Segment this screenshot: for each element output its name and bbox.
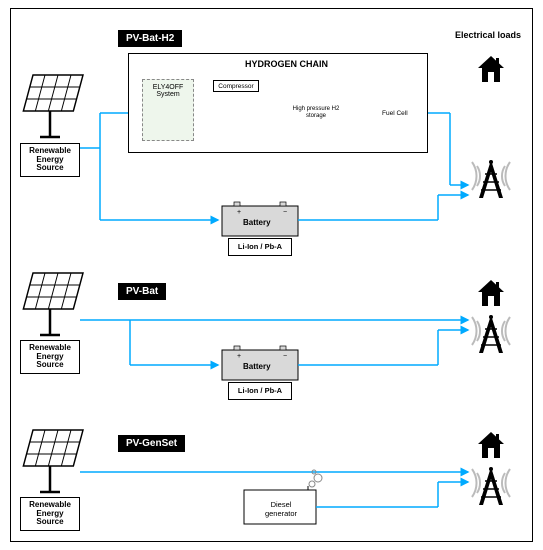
electrical-loads-title: Electrical loads [455, 30, 521, 40]
fuelcell-label: Fuel Cell [382, 110, 408, 117]
title-pv-genset: PV-GenSet [118, 435, 185, 452]
diesel-label: Diesel generator [258, 500, 304, 518]
ely-label: ELY4OFF System [153, 84, 184, 98]
renewable-label-2: Renewable Energy Source [29, 344, 71, 370]
battery-label-1: Battery [243, 218, 271, 227]
renewable-label-1: Renewable Energy Source [29, 147, 71, 173]
title-pv-bat: PV-Bat [118, 283, 166, 300]
renewable-box-1: Renewable Energy Source [20, 143, 80, 177]
battery-label-2: Battery [243, 362, 271, 371]
diagram-canvas: + − [0, 0, 543, 550]
title-pv-bat-h2: PV-Bat-H2 [118, 30, 182, 47]
renewable-label-3: Renewable Energy Source [29, 501, 71, 527]
compressor-label: Compressor [213, 80, 259, 92]
hydrogen-chain-title: HYDROGEN CHAIN [245, 59, 328, 69]
renewable-box-3: Renewable Energy Source [20, 497, 80, 531]
renewable-box-2: Renewable Energy Source [20, 340, 80, 374]
chem-box-2: Li-Ion / Pb-A [228, 382, 292, 400]
storage-label: High pressure H2 storage [288, 106, 344, 119]
ely-box: ELY4OFF System [142, 79, 194, 141]
chem-box-1: Li-Ion / Pb-A [228, 238, 292, 256]
